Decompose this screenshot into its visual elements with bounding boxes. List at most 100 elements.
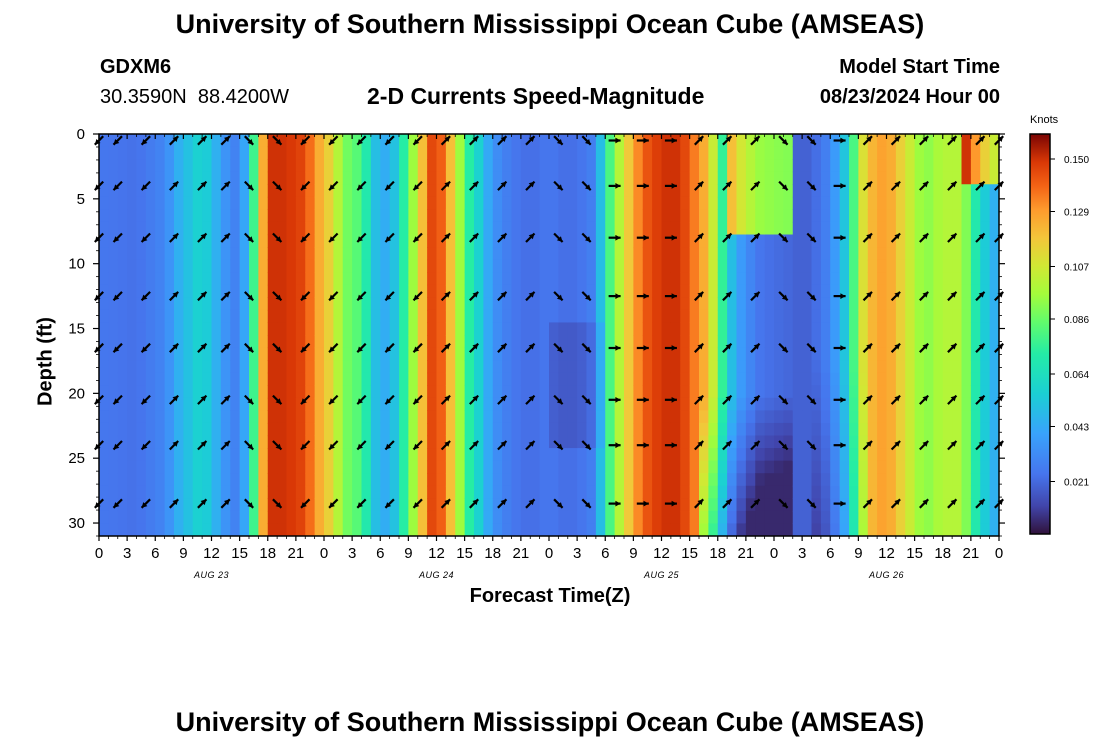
heatmap-cell bbox=[352, 372, 363, 386]
current-arrow bbox=[328, 135, 339, 146]
heatmap-cell bbox=[774, 448, 784, 462]
heatmap-cell bbox=[436, 347, 447, 361]
heatmap-cell bbox=[155, 460, 166, 474]
heatmap-cell bbox=[802, 385, 813, 399]
heatmap-cell bbox=[370, 410, 381, 424]
heatmap-cell bbox=[305, 322, 316, 336]
heatmap-cell bbox=[286, 485, 297, 499]
heatmap-cell bbox=[802, 184, 813, 198]
heatmap-cell bbox=[717, 460, 728, 474]
heatmap-cell bbox=[820, 510, 831, 525]
heatmap-cell bbox=[980, 184, 991, 198]
heatmap-cell bbox=[520, 159, 531, 173]
heatmap-cell bbox=[99, 498, 109, 512]
heatmap-cell bbox=[192, 322, 203, 336]
heatmap-cell bbox=[417, 284, 428, 298]
heatmap-cell bbox=[455, 360, 466, 374]
heatmap-cell bbox=[980, 448, 991, 462]
heatmap-cell bbox=[202, 221, 213, 236]
x-tick-label: 18 bbox=[934, 545, 951, 562]
heatmap-cell bbox=[980, 221, 991, 236]
heatmap-cell bbox=[183, 134, 194, 148]
heatmap-cell bbox=[642, 221, 653, 236]
heatmap-cell bbox=[258, 221, 269, 236]
current-arrow bbox=[778, 394, 789, 405]
heatmap-cell bbox=[652, 322, 663, 336]
heatmap-cell bbox=[849, 184, 859, 198]
heatmap-cell bbox=[858, 523, 869, 536]
heatmap-cell bbox=[155, 360, 166, 374]
current-arrow bbox=[300, 180, 311, 191]
heatmap-cell bbox=[474, 460, 484, 474]
heatmap-cell bbox=[642, 422, 653, 437]
heatmap-cell bbox=[980, 510, 991, 525]
heatmap-cell bbox=[886, 360, 897, 374]
current-arrow bbox=[469, 135, 479, 146]
heatmap-cell bbox=[342, 435, 353, 449]
heatmap-cell bbox=[230, 460, 241, 474]
heatmap-cell bbox=[745, 335, 756, 349]
heatmap-cell bbox=[755, 322, 766, 336]
current-arrow bbox=[244, 232, 254, 243]
heatmap-cell bbox=[764, 322, 775, 336]
heatmap-cell bbox=[314, 397, 325, 411]
heatmap-cell bbox=[417, 134, 428, 148]
heatmap-cell bbox=[192, 410, 203, 424]
heatmap-cell bbox=[520, 448, 531, 462]
heatmap-cell bbox=[792, 259, 803, 273]
heatmap-cell bbox=[661, 221, 672, 236]
heatmap-cell bbox=[689, 523, 700, 536]
heatmap-cell bbox=[164, 460, 175, 474]
current-arrow bbox=[169, 440, 179, 451]
current-arrow bbox=[112, 232, 123, 243]
heatmap-cell bbox=[886, 372, 897, 386]
heatmap-cell bbox=[670, 146, 681, 160]
current-arrow bbox=[553, 440, 564, 451]
heatmap-cell bbox=[333, 460, 344, 474]
heatmap-cell bbox=[755, 247, 766, 261]
heatmap-cell bbox=[624, 385, 634, 399]
heatmap-cell bbox=[933, 335, 944, 349]
date-label: AUG 26 bbox=[868, 570, 904, 580]
heatmap-cell bbox=[436, 510, 447, 525]
heatmap-cell bbox=[155, 322, 166, 336]
heatmap-cell bbox=[230, 184, 241, 198]
current-arrow bbox=[169, 180, 179, 191]
heatmap-cell bbox=[539, 473, 550, 487]
heatmap-cell bbox=[324, 184, 334, 198]
heatmap-cell bbox=[99, 322, 109, 336]
heatmap-cell bbox=[802, 171, 813, 185]
heatmap-cell bbox=[924, 297, 934, 311]
heatmap-cell bbox=[389, 523, 400, 536]
heatmap-cell bbox=[717, 297, 728, 311]
heatmap-cell bbox=[895, 171, 906, 185]
current-arrow bbox=[300, 440, 311, 451]
heatmap-cell bbox=[239, 209, 250, 223]
heatmap-cell bbox=[680, 146, 691, 160]
heatmap-cell bbox=[727, 510, 738, 525]
heatmap-cell bbox=[895, 309, 906, 324]
heatmap-cell bbox=[774, 347, 784, 361]
heatmap-cell bbox=[230, 523, 241, 536]
heatmap-cell bbox=[474, 309, 484, 324]
heatmap-cell bbox=[783, 221, 794, 236]
heatmap-cell bbox=[136, 485, 147, 499]
heatmap-cell bbox=[127, 498, 138, 512]
current-arrow bbox=[197, 440, 208, 451]
heatmap-cell bbox=[858, 284, 869, 298]
heatmap-cell bbox=[314, 372, 325, 386]
heatmap-cell bbox=[886, 247, 897, 261]
heatmap-cell bbox=[174, 385, 184, 399]
heatmap-cell bbox=[520, 322, 531, 336]
heatmap-cell bbox=[539, 284, 550, 298]
heatmap-cell bbox=[342, 146, 353, 160]
heatmap-cell bbox=[295, 247, 306, 261]
heatmap-cell bbox=[220, 247, 231, 261]
heatmap-cell bbox=[502, 134, 513, 148]
heatmap-cell bbox=[389, 422, 400, 437]
heatmap-cell bbox=[455, 473, 466, 487]
heatmap-cell bbox=[727, 309, 738, 324]
current-arrow bbox=[469, 291, 479, 302]
heatmap-cell bbox=[305, 372, 316, 386]
heatmap-cell bbox=[549, 209, 559, 223]
